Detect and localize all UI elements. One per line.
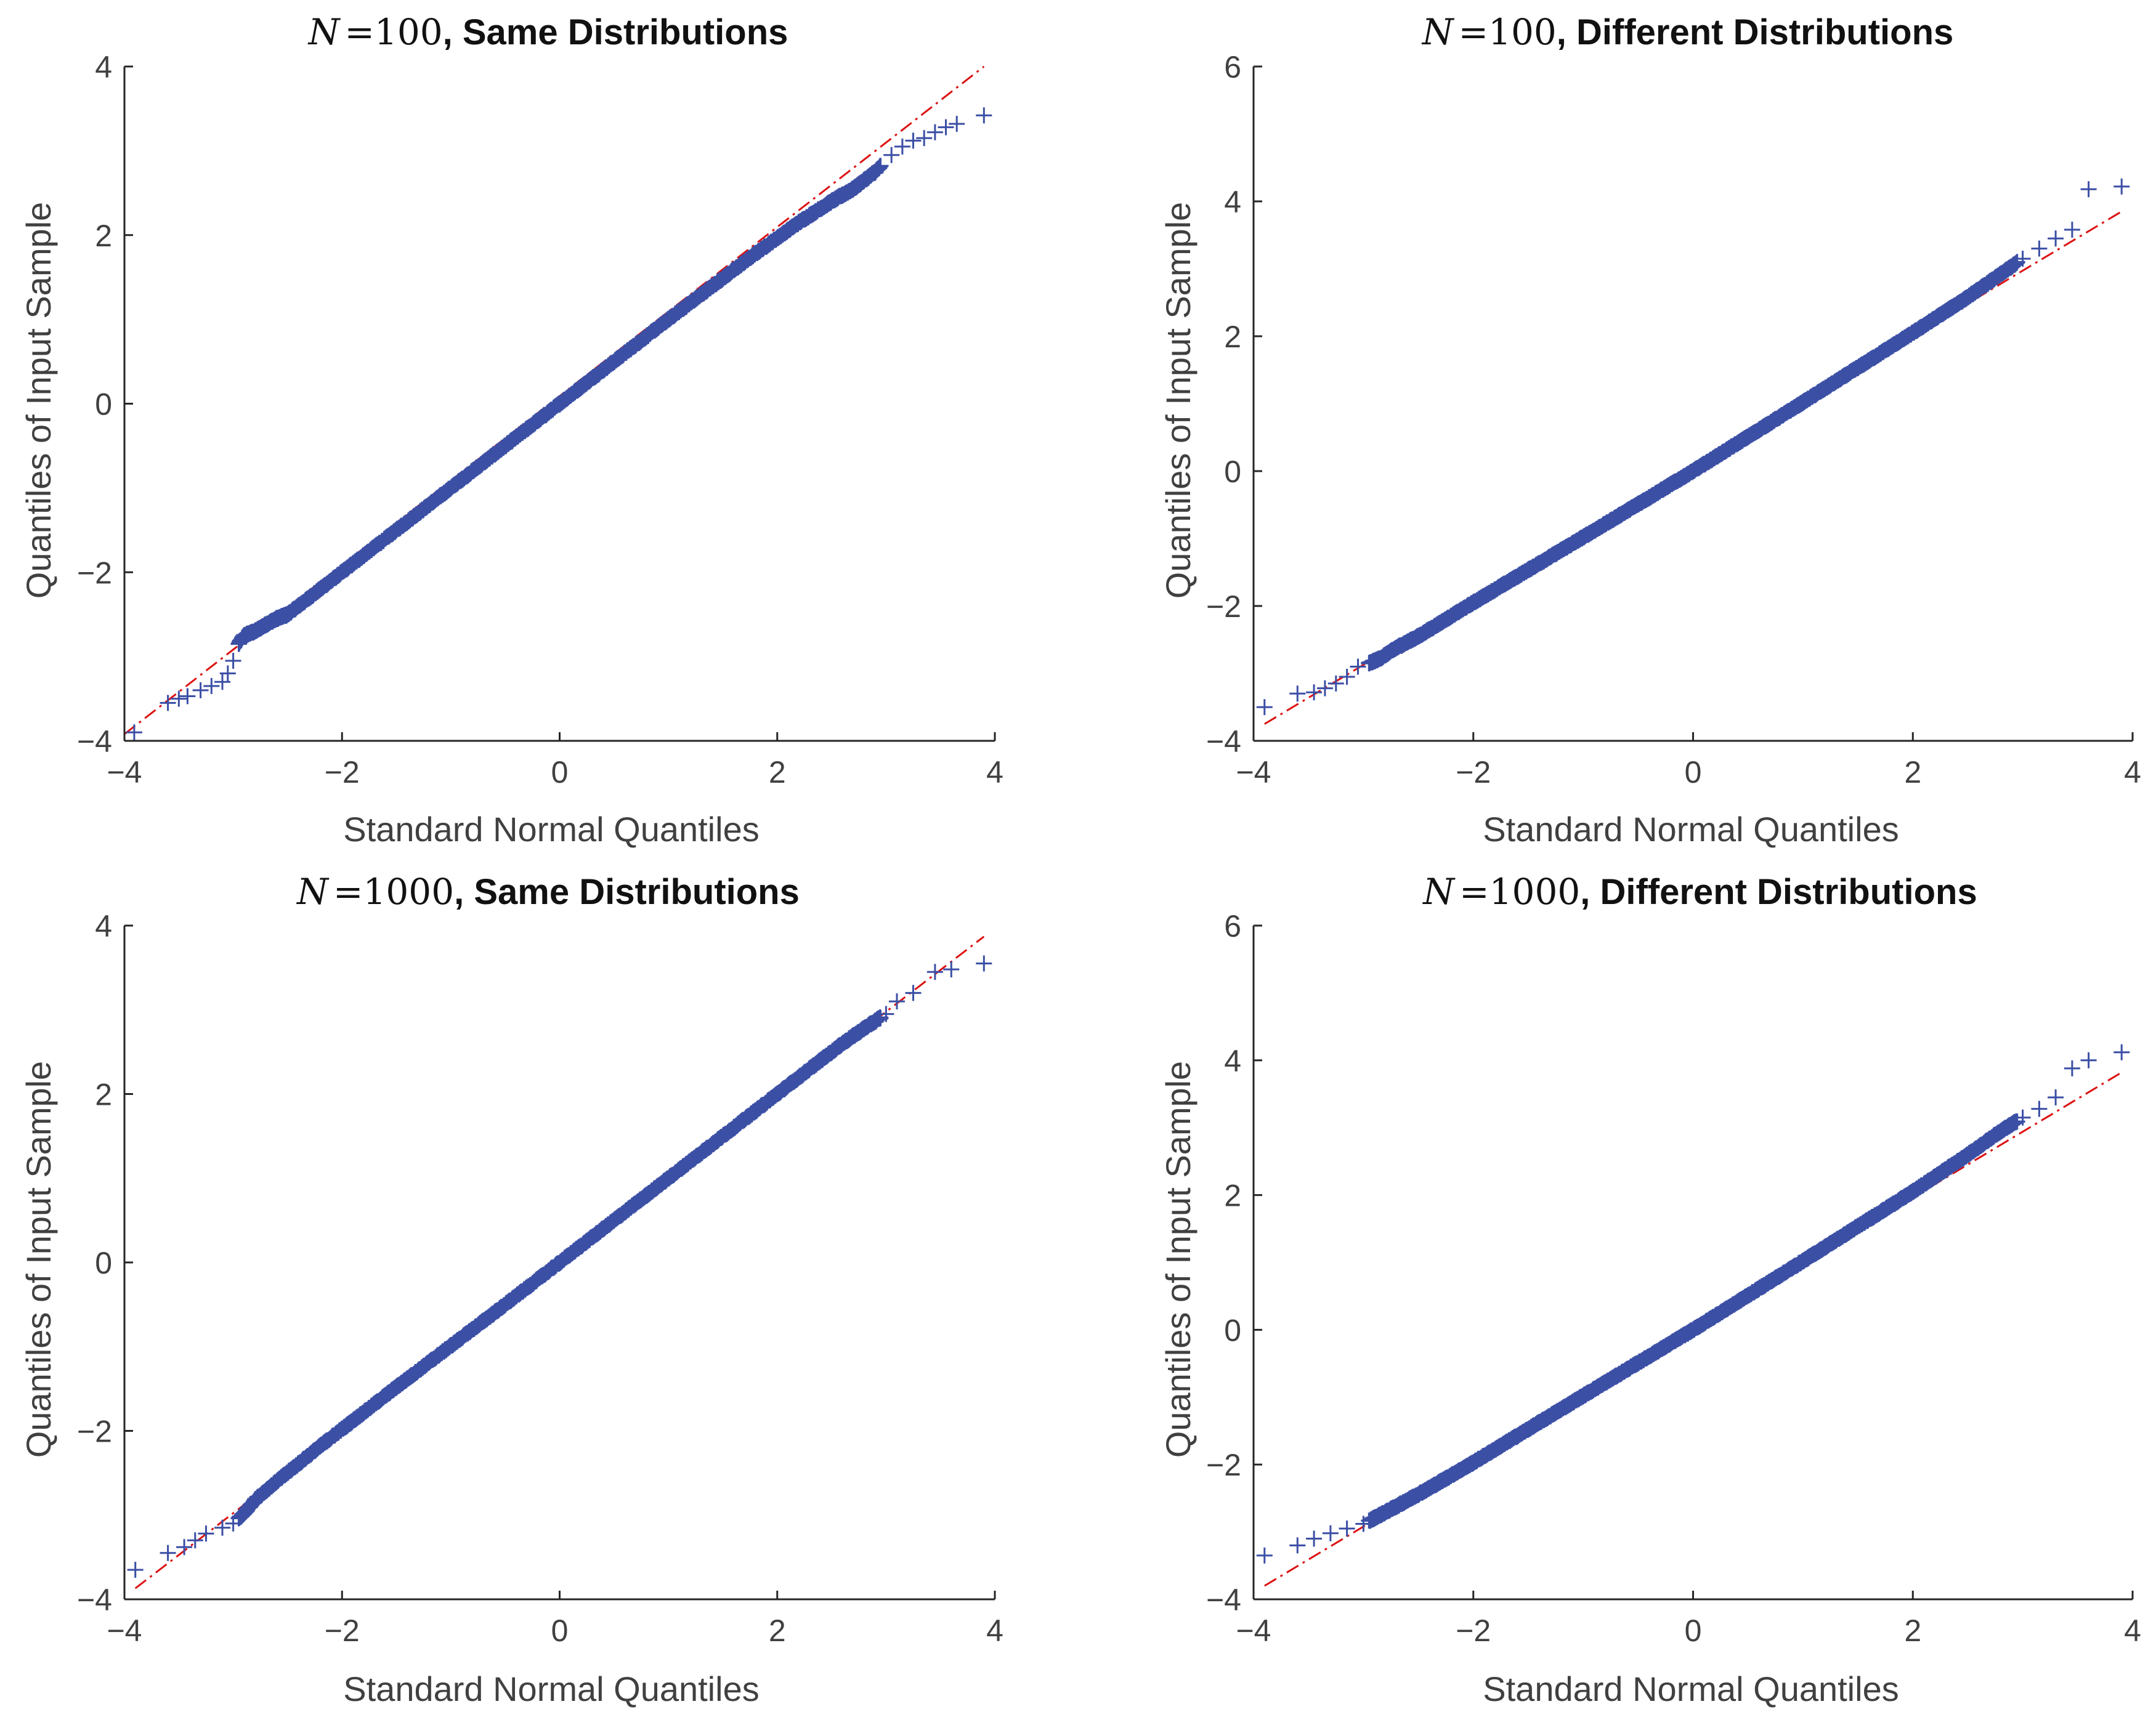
subplot-n100-different: N =100, Different Distributions Standard … <box>1159 11 2141 849</box>
sample-markers <box>1256 1044 2130 1564</box>
sample-markers <box>126 107 992 741</box>
subplot-title: N =100, Same Distributions <box>307 11 788 53</box>
y-tick-label: 0 <box>95 1246 112 1280</box>
y-tick-label: 4 <box>1224 1044 1241 1078</box>
x-tick-label: 2 <box>769 1613 786 1648</box>
x-tick-label: 0 <box>551 1613 569 1648</box>
title-n-symbol: N <box>296 871 330 913</box>
subplot-n1000-same: N =1000, Same Distributions Standard Norm… <box>19 871 1003 1708</box>
y-axis-label: Quantiles of Input Sample <box>19 1061 58 1458</box>
x-tick-label: 4 <box>2124 1613 2141 1648</box>
subplot-title: N =1000, Same Distributions <box>296 871 800 913</box>
y-tick-label: 4 <box>95 909 112 943</box>
y-tick-label: 4 <box>95 50 112 84</box>
y-tick-label: 6 <box>1224 50 1241 84</box>
title-rest: , Same Distributions <box>443 12 788 52</box>
title-n-symbol: N <box>307 11 341 53</box>
title-rest: , Same Distributions <box>454 872 800 912</box>
x-tick-label: 2 <box>1904 1613 1921 1648</box>
subplot-title: N =100, Different Distributions <box>1421 11 1954 53</box>
x-tick-label: −4 <box>107 1613 142 1648</box>
title-n-value: 100 <box>375 11 443 53</box>
y-tick-label: 2 <box>95 1078 112 1112</box>
x-tick-label: 0 <box>1685 1613 1702 1648</box>
y-axis-label: Quantiles of Input Sample <box>1159 202 1198 599</box>
x-tick-label: 0 <box>551 755 569 789</box>
x-axis-label: Standard Normal Quantiles <box>343 1670 759 1708</box>
x-tick-label: −2 <box>325 1613 360 1648</box>
x-tick-label: −2 <box>325 755 360 789</box>
y-tick-label: 2 <box>1224 1179 1241 1213</box>
x-tick-label: 2 <box>1904 755 1921 789</box>
y-axis-label: Quantiles of Input Sample <box>19 202 58 599</box>
title-rest: , Different Distributions <box>1557 12 1953 52</box>
title-n-value: 1000 <box>363 871 454 913</box>
title-n-symbol: N <box>1422 871 1456 913</box>
subplot-n100-same: N =100, Same Distributions Standard Norma… <box>19 11 1003 849</box>
y-tick-label: −2 <box>1206 1448 1241 1482</box>
x-axis-label: Standard Normal Quantiles <box>1483 1670 1899 1708</box>
x-tick-label: −2 <box>1456 1613 1491 1648</box>
title-n-symbol: N <box>1421 11 1455 53</box>
x-tick-label: −4 <box>107 755 142 789</box>
y-tick-label: −4 <box>1206 724 1241 759</box>
y-axis-label: Quantiles of Input Sample <box>1159 1061 1198 1458</box>
x-tick-label: −4 <box>1236 1613 1271 1648</box>
y-tick-label: 4 <box>1224 185 1241 219</box>
title-equals: = <box>1459 871 1489 913</box>
y-tick-label: 2 <box>1224 320 1241 354</box>
x-tick-label: 0 <box>1685 755 1702 789</box>
title-n-value: 1000 <box>1489 871 1581 913</box>
x-tick-label: 4 <box>986 755 1003 789</box>
y-tick-label: 0 <box>1224 1313 1241 1347</box>
title-equals: = <box>344 11 375 53</box>
y-tick-label: −4 <box>77 1583 112 1617</box>
y-tick-label: −4 <box>77 724 112 759</box>
x-axis-label: Standard Normal Quantiles <box>343 810 759 849</box>
sample-markers <box>127 955 992 1578</box>
y-tick-label: 2 <box>95 219 112 253</box>
y-tick-label: −2 <box>77 555 112 590</box>
sample-markers <box>1256 178 2130 716</box>
y-tick-label: 0 <box>95 387 112 422</box>
x-tick-label: 4 <box>2124 755 2141 789</box>
y-tick-label: −2 <box>77 1415 112 1449</box>
title-equals: = <box>1458 11 1488 53</box>
y-tick-label: −4 <box>1206 1583 1241 1617</box>
subplot-n1000-different: N =1000, Different Distributions Standard… <box>1159 871 2141 1708</box>
title-equals: = <box>333 871 363 913</box>
title-n-value: 100 <box>1488 11 1557 53</box>
y-tick-label: 0 <box>1224 454 1241 489</box>
x-tick-label: −4 <box>1236 755 1271 789</box>
x-axis-label: Standard Normal Quantiles <box>1483 810 1899 849</box>
y-tick-label: −2 <box>1206 589 1241 624</box>
x-tick-label: 2 <box>769 755 786 789</box>
x-tick-label: 4 <box>986 1613 1003 1648</box>
subplot-title: N =1000, Different Distributions <box>1422 871 1977 913</box>
y-tick-label: 6 <box>1224 909 1241 943</box>
title-rest: , Different Distributions <box>1580 872 1977 912</box>
x-tick-label: −2 <box>1456 755 1491 789</box>
